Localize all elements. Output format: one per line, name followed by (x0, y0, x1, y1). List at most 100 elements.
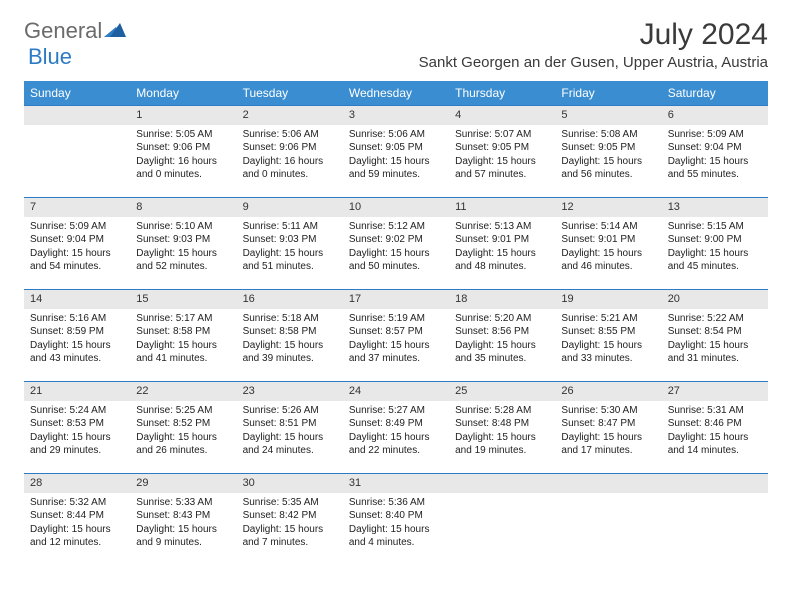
sunset-text: Sunset: 8:49 PM (349, 417, 443, 431)
daylight-text-1: Daylight: 15 hours (455, 431, 549, 445)
day-number: 19 (555, 290, 661, 309)
sunrise-text: Sunrise: 5:06 AM (349, 128, 443, 142)
day-content: Sunrise: 5:05 AMSunset: 9:06 PMDaylight:… (130, 125, 236, 186)
sunset-text: Sunset: 9:02 PM (349, 233, 443, 247)
sunrise-text: Sunrise: 5:25 AM (136, 404, 230, 418)
daylight-text-1: Daylight: 15 hours (30, 247, 124, 261)
sunset-text: Sunset: 9:01 PM (561, 233, 655, 247)
daylight-text-1: Daylight: 15 hours (243, 431, 337, 445)
calendar-day-cell: 31Sunrise: 5:36 AMSunset: 8:40 PMDayligh… (343, 474, 449, 566)
daylight-text-1: Daylight: 15 hours (668, 339, 762, 353)
day-number: 11 (449, 198, 555, 217)
day-content: Sunrise: 5:25 AMSunset: 8:52 PMDaylight:… (130, 401, 236, 462)
calendar-body: 1Sunrise: 5:05 AMSunset: 9:06 PMDaylight… (24, 106, 768, 566)
day-content: Sunrise: 5:06 AMSunset: 9:06 PMDaylight:… (237, 125, 343, 186)
daylight-text-2: and 45 minutes. (668, 260, 762, 274)
day-content: Sunrise: 5:08 AMSunset: 9:05 PMDaylight:… (555, 125, 661, 186)
calendar-day-cell: 22Sunrise: 5:25 AMSunset: 8:52 PMDayligh… (130, 382, 236, 474)
sunrise-text: Sunrise: 5:07 AM (455, 128, 549, 142)
daylight-text-2: and 7 minutes. (243, 536, 337, 550)
daylight-text-1: Daylight: 15 hours (243, 247, 337, 261)
calendar-day-cell: 18Sunrise: 5:20 AMSunset: 8:56 PMDayligh… (449, 290, 555, 382)
day-header: Monday (130, 81, 236, 106)
day-number: 21 (24, 382, 130, 401)
sunrise-text: Sunrise: 5:06 AM (243, 128, 337, 142)
day-number: 5 (555, 106, 661, 125)
daylight-text-1: Daylight: 15 hours (349, 247, 443, 261)
day-number (555, 474, 661, 493)
day-number: 20 (662, 290, 768, 309)
calendar-day-cell: 24Sunrise: 5:27 AMSunset: 8:49 PMDayligh… (343, 382, 449, 474)
month-title: July 2024 (419, 18, 768, 52)
day-number (24, 106, 130, 125)
day-content: Sunrise: 5:06 AMSunset: 9:05 PMDaylight:… (343, 125, 449, 186)
daylight-text-2: and 31 minutes. (668, 352, 762, 366)
daylight-text-2: and 14 minutes. (668, 444, 762, 458)
daylight-text-2: and 50 minutes. (349, 260, 443, 274)
day-content: Sunrise: 5:09 AMSunset: 9:04 PMDaylight:… (24, 217, 130, 278)
day-content: Sunrise: 5:22 AMSunset: 8:54 PMDaylight:… (662, 309, 768, 370)
daylight-text-2: and 39 minutes. (243, 352, 337, 366)
daylight-text-1: Daylight: 15 hours (243, 523, 337, 537)
sunset-text: Sunset: 8:58 PM (243, 325, 337, 339)
daylight-text-1: Daylight: 15 hours (561, 155, 655, 169)
day-header: Sunday (24, 81, 130, 106)
calendar-week-row: 7Sunrise: 5:09 AMSunset: 9:04 PMDaylight… (24, 198, 768, 290)
day-content: Sunrise: 5:11 AMSunset: 9:03 PMDaylight:… (237, 217, 343, 278)
daylight-text-1: Daylight: 15 hours (455, 247, 549, 261)
day-number: 2 (237, 106, 343, 125)
sunrise-text: Sunrise: 5:20 AM (455, 312, 549, 326)
daylight-text-2: and 57 minutes. (455, 168, 549, 182)
calendar-day-cell: 30Sunrise: 5:35 AMSunset: 8:42 PMDayligh… (237, 474, 343, 566)
sunrise-text: Sunrise: 5:16 AM (30, 312, 124, 326)
sunset-text: Sunset: 8:40 PM (349, 509, 443, 523)
calendar-day-cell: 9Sunrise: 5:11 AMSunset: 9:03 PMDaylight… (237, 198, 343, 290)
sunset-text: Sunset: 9:05 PM (455, 141, 549, 155)
logo-text-blue: Blue (28, 44, 72, 69)
sunset-text: Sunset: 9:03 PM (243, 233, 337, 247)
calendar-day-cell: 25Sunrise: 5:28 AMSunset: 8:48 PMDayligh… (449, 382, 555, 474)
daylight-text-2: and 22 minutes. (349, 444, 443, 458)
sunset-text: Sunset: 8:44 PM (30, 509, 124, 523)
calendar-day-cell: 3Sunrise: 5:06 AMSunset: 9:05 PMDaylight… (343, 106, 449, 198)
day-content: Sunrise: 5:31 AMSunset: 8:46 PMDaylight:… (662, 401, 768, 462)
day-number: 28 (24, 474, 130, 493)
sunset-text: Sunset: 8:43 PM (136, 509, 230, 523)
daylight-text-1: Daylight: 15 hours (349, 339, 443, 353)
logo-text-general: General (24, 18, 102, 44)
day-number: 17 (343, 290, 449, 309)
day-number: 26 (555, 382, 661, 401)
sunrise-text: Sunrise: 5:30 AM (561, 404, 655, 418)
location-subtitle: Sankt Georgen an der Gusen, Upper Austri… (419, 54, 768, 71)
day-number: 24 (343, 382, 449, 401)
day-number: 12 (555, 198, 661, 217)
calendar-day-cell: 15Sunrise: 5:17 AMSunset: 8:58 PMDayligh… (130, 290, 236, 382)
calendar-day-cell (555, 474, 661, 566)
sunset-text: Sunset: 8:52 PM (136, 417, 230, 431)
sunrise-text: Sunrise: 5:05 AM (136, 128, 230, 142)
daylight-text-1: Daylight: 15 hours (561, 339, 655, 353)
daylight-text-2: and 46 minutes. (561, 260, 655, 274)
sunrise-text: Sunrise: 5:14 AM (561, 220, 655, 234)
daylight-text-2: and 54 minutes. (30, 260, 124, 274)
day-content: Sunrise: 5:24 AMSunset: 8:53 PMDaylight:… (24, 401, 130, 462)
daylight-text-2: and 24 minutes. (243, 444, 337, 458)
sunrise-text: Sunrise: 5:24 AM (30, 404, 124, 418)
daylight-text-1: Daylight: 15 hours (455, 339, 549, 353)
daylight-text-1: Daylight: 15 hours (455, 155, 549, 169)
sunrise-text: Sunrise: 5:18 AM (243, 312, 337, 326)
daylight-text-2: and 55 minutes. (668, 168, 762, 182)
daylight-text-2: and 52 minutes. (136, 260, 230, 274)
day-header: Thursday (449, 81, 555, 106)
day-number: 16 (237, 290, 343, 309)
daylight-text-1: Daylight: 15 hours (30, 523, 124, 537)
calendar-day-cell: 16Sunrise: 5:18 AMSunset: 8:58 PMDayligh… (237, 290, 343, 382)
calendar-day-cell: 28Sunrise: 5:32 AMSunset: 8:44 PMDayligh… (24, 474, 130, 566)
calendar-day-cell: 4Sunrise: 5:07 AMSunset: 9:05 PMDaylight… (449, 106, 555, 198)
day-content: Sunrise: 5:19 AMSunset: 8:57 PMDaylight:… (343, 309, 449, 370)
sunset-text: Sunset: 8:55 PM (561, 325, 655, 339)
day-header: Wednesday (343, 81, 449, 106)
calendar-day-cell: 8Sunrise: 5:10 AMSunset: 9:03 PMDaylight… (130, 198, 236, 290)
day-content: Sunrise: 5:16 AMSunset: 8:59 PMDaylight:… (24, 309, 130, 370)
calendar-day-cell: 10Sunrise: 5:12 AMSunset: 9:02 PMDayligh… (343, 198, 449, 290)
